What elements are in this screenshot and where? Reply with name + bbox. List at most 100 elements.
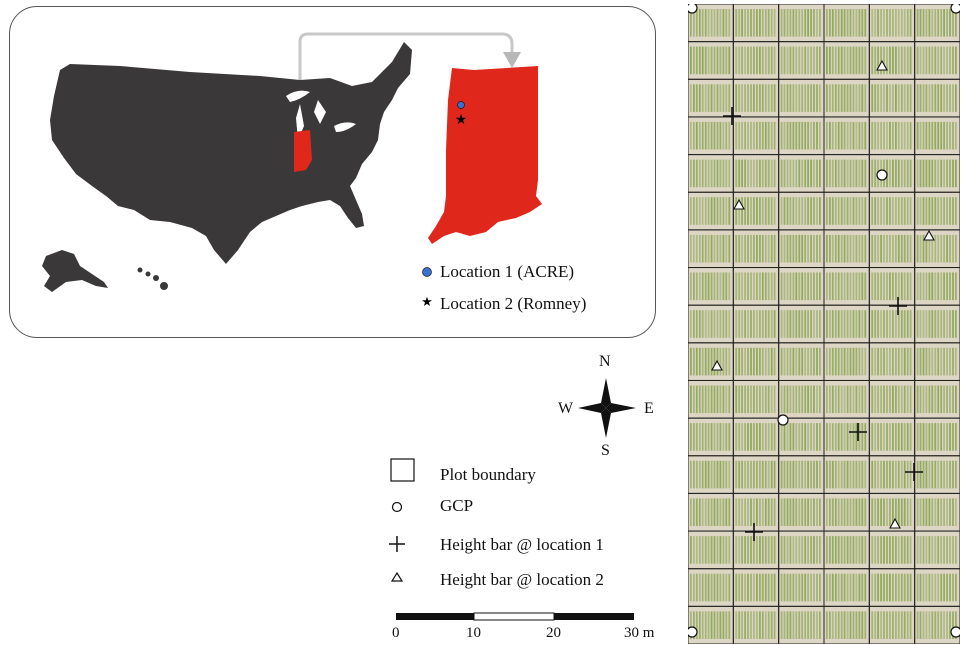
crop-row	[920, 423, 922, 451]
crop-row	[717, 386, 719, 414]
crop-row	[717, 498, 719, 526]
crop-row	[934, 498, 936, 526]
crop-row	[880, 536, 882, 564]
crop-row	[923, 348, 925, 376]
crop-row	[946, 197, 948, 225]
crop-row	[949, 348, 951, 376]
crop-row	[850, 498, 852, 526]
crop-row	[901, 498, 903, 526]
crop-row	[832, 84, 834, 112]
crop-row	[952, 197, 954, 225]
crop-row	[810, 273, 812, 301]
crop-row	[892, 84, 894, 112]
field-plot	[915, 155, 960, 193]
crop-row	[771, 273, 773, 301]
crop-row	[741, 348, 743, 376]
crop-row	[819, 348, 821, 376]
crop-row	[901, 536, 903, 564]
crop-row	[889, 122, 891, 150]
crop-row	[717, 611, 719, 639]
crop-row	[871, 197, 873, 225]
crop-row	[931, 348, 933, 376]
crop-row	[816, 498, 818, 526]
legend-location-2-marker: ★	[421, 294, 433, 309]
crop-row	[793, 386, 795, 414]
crop-row	[826, 122, 828, 150]
crop-row	[883, 197, 885, 225]
crop-row	[690, 536, 692, 564]
crop-row	[699, 574, 701, 602]
crop-row	[853, 197, 855, 225]
crop-row	[801, 348, 803, 376]
crop-row	[750, 423, 752, 451]
crop-row	[747, 273, 749, 301]
gcp-marker	[688, 4, 697, 13]
crop-row	[810, 611, 812, 639]
crop-row	[735, 310, 737, 338]
crop-row	[877, 9, 879, 37]
crop-row	[741, 197, 743, 225]
crop-row	[838, 122, 840, 150]
crop-row	[895, 160, 897, 188]
crop-row	[744, 498, 746, 526]
crop-row	[934, 423, 936, 451]
crop-row	[738, 348, 740, 376]
crop-row	[907, 498, 909, 526]
field-plot	[779, 155, 824, 193]
crop-row	[720, 273, 722, 301]
crop-row	[759, 122, 761, 150]
location-1-marker	[458, 102, 465, 109]
crop-row	[943, 348, 945, 376]
crop-row	[795, 122, 797, 150]
crop-row	[720, 348, 722, 376]
crop-row	[859, 9, 861, 37]
crop-row	[835, 273, 837, 301]
crop-row	[892, 348, 894, 376]
crop-row	[774, 574, 776, 602]
crop-row	[816, 273, 818, 301]
crop-row	[705, 84, 707, 112]
crop-row	[720, 461, 722, 489]
crop-row	[910, 386, 912, 414]
crop-row	[934, 611, 936, 639]
crop-row	[859, 611, 861, 639]
crop-row	[917, 84, 919, 112]
crop-row	[931, 611, 933, 639]
aerial-field-image	[688, 4, 960, 644]
crop-row	[756, 235, 758, 263]
crop-row	[725, 9, 727, 37]
crop-row	[787, 461, 789, 489]
crop-row	[949, 84, 951, 112]
crop-row	[728, 611, 730, 639]
crop-row	[756, 574, 758, 602]
crop-row	[753, 611, 755, 639]
crop-row	[907, 197, 909, 225]
crop-row	[702, 310, 704, 338]
crop-row	[720, 160, 722, 188]
crop-row	[725, 611, 727, 639]
crop-row	[856, 386, 858, 414]
crop-row	[747, 461, 749, 489]
crop-row	[753, 423, 755, 451]
crop-row	[720, 47, 722, 75]
crop-row	[931, 122, 933, 150]
crop-row	[693, 84, 695, 112]
field-plot	[733, 456, 778, 494]
crop-row	[819, 235, 821, 263]
crop-row	[810, 84, 812, 112]
crop-row	[917, 9, 919, 37]
crop-row	[756, 84, 758, 112]
crop-row	[853, 461, 855, 489]
crop-row	[781, 160, 783, 188]
crop-row	[774, 84, 776, 112]
crop-row	[708, 348, 710, 376]
crop-row	[937, 84, 939, 112]
crop-row	[943, 310, 945, 338]
crop-row	[937, 197, 939, 225]
crop-row	[853, 84, 855, 112]
crop-row	[841, 310, 843, 338]
crop-row	[816, 574, 818, 602]
crop-row	[904, 84, 906, 112]
crop-row	[920, 273, 922, 301]
crop-row	[883, 574, 885, 602]
